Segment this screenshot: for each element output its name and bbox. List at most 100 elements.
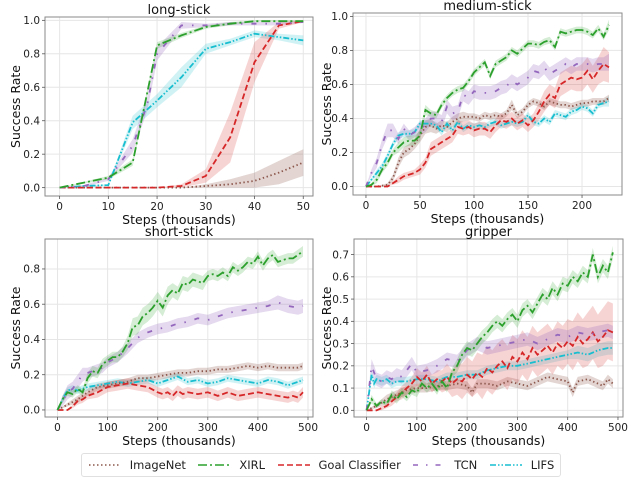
x-axis-label: Steps (thousands) <box>431 211 545 226</box>
series-line-lifs <box>56 375 304 411</box>
series-line-tcn <box>365 329 614 411</box>
legend-label: LIFS <box>530 458 555 472</box>
y-tick-label: 0.3 <box>332 338 349 350</box>
legend-swatch-goal-classifier <box>277 464 310 466</box>
x-tick-label: 0 <box>54 422 61 434</box>
subplot-long-stick: 0 10 20 30 40 50 0.0 0.2 0.4 0.6 0.8 1.0 long-stick S… <box>8 3 314 227</box>
x-tick-label: 200 <box>457 422 477 434</box>
x-axis-label: Steps (thousands) <box>122 433 236 448</box>
x-tick-label: 100 <box>98 422 118 434</box>
legend-item-xirl: XIRL <box>197 458 265 472</box>
y-tick-label: 0.2 <box>23 149 40 161</box>
x-axis-label: Steps (thousands) <box>432 433 546 448</box>
subplot-short-stick: 0 100 200 300 400 500 0.0 0.2 0.4 0.6 0.8 short-sti… <box>8 225 318 448</box>
confidence-band-imagenet <box>366 372 613 411</box>
y-tick-label: 0.8 <box>23 264 40 276</box>
plot-area <box>45 17 313 196</box>
y-tick-label: 0.6 <box>23 299 40 311</box>
legend-label: XIRL <box>239 458 266 472</box>
series-line-tcn <box>59 21 304 189</box>
y-tick-label: 0.0 <box>331 181 348 193</box>
x-tick-label: 50 <box>297 201 310 213</box>
x-tick-label: 500 <box>608 422 628 434</box>
x-tick-label: 300 <box>507 422 527 434</box>
subplot-medium-stick: 0 50 100 150 200 0.0 0.2 0.4 0.6 0.8 1.0 medium-sti… <box>319 0 623 226</box>
series-line-goal-classifier <box>57 382 304 411</box>
x-tick-label: 500 <box>298 422 318 434</box>
confidence-band-tcn <box>366 53 609 187</box>
series-line-lifs <box>365 347 613 411</box>
x-tick-label: 200 <box>148 422 168 434</box>
series-line-lifs <box>365 100 610 188</box>
y-tick-label: 0.6 <box>23 82 40 94</box>
legend-label: ImageNet <box>129 458 186 472</box>
series-line-xirl <box>59 20 304 189</box>
y-tick-label: 0.2 <box>23 369 40 381</box>
x-tick-label: 0 <box>56 201 63 213</box>
series-line-goal-classifier <box>366 329 614 412</box>
y-axis-label: Success Rate <box>319 286 334 369</box>
y-tick-label: 0.0 <box>23 405 40 417</box>
y-tick-label: 0.2 <box>331 147 348 159</box>
x-tick-label: 100 <box>407 422 427 434</box>
plot-series-group <box>56 246 304 411</box>
legend-label: Goal Classifier <box>318 458 401 472</box>
y-tick-label: 0.2 <box>332 361 349 373</box>
x-tick-label: 400 <box>248 422 268 434</box>
series-line-imagenet <box>366 375 614 412</box>
y-tick-label: 0.7 <box>332 249 349 261</box>
axes-frame <box>44 238 314 418</box>
confidence-band-imagenet <box>57 362 303 410</box>
x-tick-label: 200 <box>572 200 592 212</box>
x-tick-label: 300 <box>198 422 218 434</box>
y-axis-label: Success Rate <box>8 65 23 148</box>
axes-frame <box>352 12 623 196</box>
x-tick-label: 0 <box>363 200 370 212</box>
confidence-band-lifs <box>57 372 303 410</box>
legend-item-tcn: TCN <box>412 458 477 472</box>
y-tick-label: 0.1 <box>332 383 349 395</box>
confidence-band-tcn <box>57 295 303 410</box>
axes-frame <box>44 16 314 197</box>
legend-swatch-tcn <box>413 464 446 466</box>
y-tick-label: 0.4 <box>332 316 349 328</box>
x-tick-label: 50 <box>413 200 426 212</box>
confidence-band-lifs <box>366 341 613 411</box>
x-tick-label: 30 <box>199 201 212 213</box>
legend-item-lifs: LIFS <box>489 458 555 472</box>
y-tick-label: 0.0 <box>23 182 40 194</box>
x-tick-label: 0 <box>363 422 370 434</box>
y-tick-label: 0.5 <box>332 294 349 306</box>
y-tick-label: 0.8 <box>331 45 348 57</box>
y-axis-label: Success Rate <box>8 286 23 369</box>
y-tick-label: 0.8 <box>23 49 40 61</box>
legend: ImageNet XIRL Goal Classifier TCN LIFS <box>81 453 561 477</box>
confidence-band-tcn <box>366 323 613 411</box>
plot-area <box>354 239 623 417</box>
y-tick-label: 0.0 <box>332 405 349 417</box>
y-axis-label: Success Rate <box>319 62 334 145</box>
y-tick-label: 1.0 <box>23 15 40 27</box>
subplot-title: medium-stick <box>443 0 532 14</box>
plot-series-group <box>59 20 304 189</box>
series-line-imagenet <box>57 364 304 411</box>
legend-swatch-lifs <box>489 464 522 466</box>
x-tick-label: 400 <box>558 422 578 434</box>
subplot-title: gripper <box>465 225 513 240</box>
subplot-title: short-stick <box>145 225 214 240</box>
legend-swatch-xirl <box>198 464 231 466</box>
y-tick-label: 0.4 <box>23 334 40 346</box>
x-tick-label: 40 <box>248 201 261 213</box>
x-tick-label: 100 <box>464 200 484 212</box>
legend-item-imagenet: ImageNet <box>88 458 186 472</box>
series-line-xirl <box>56 250 304 411</box>
series-line-goal-classifier <box>366 62 610 188</box>
confidence-band-goal-classifier <box>366 301 613 411</box>
series-line-goal-classifier <box>59 20 304 189</box>
y-tick-label: 0.6 <box>331 79 348 91</box>
confidence-band-goal-classifier <box>57 378 303 410</box>
y-tick-label: 0.6 <box>332 272 349 284</box>
confidence-band-lifs <box>366 96 609 187</box>
y-tick-label: 1.0 <box>331 11 348 23</box>
